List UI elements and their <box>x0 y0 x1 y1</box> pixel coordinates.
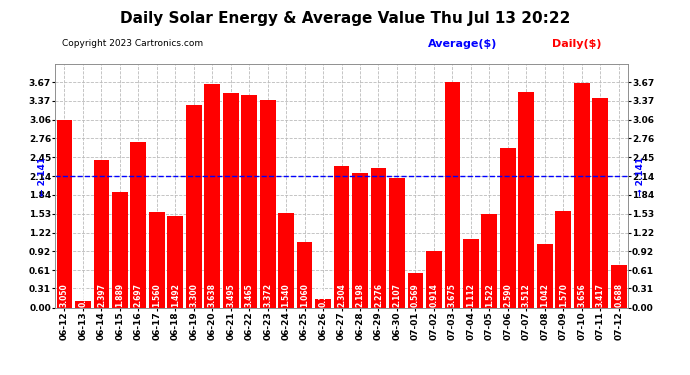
Text: 3.675: 3.675 <box>448 283 457 307</box>
Text: 1.522: 1.522 <box>485 283 494 307</box>
Text: 2.304: 2.304 <box>337 283 346 307</box>
Text: 1.112: 1.112 <box>466 283 475 307</box>
Text: 0.569: 0.569 <box>411 283 420 307</box>
Text: 1.492: 1.492 <box>171 283 180 307</box>
Bar <box>315 299 331 307</box>
Bar <box>75 301 91 307</box>
Text: 1.560: 1.560 <box>152 283 161 307</box>
Bar <box>352 172 368 308</box>
Bar <box>518 92 534 308</box>
Text: 2.107: 2.107 <box>393 283 402 307</box>
Text: 2.397: 2.397 <box>97 283 106 307</box>
Bar <box>334 166 349 308</box>
Text: 0.914: 0.914 <box>429 283 438 307</box>
Bar <box>408 273 423 308</box>
Bar <box>297 242 313 308</box>
Bar <box>168 216 183 308</box>
Text: 2.590: 2.590 <box>503 283 512 307</box>
Text: 1.042: 1.042 <box>540 283 549 307</box>
Text: 0.103: 0.103 <box>79 283 88 307</box>
Text: Average($): Average($) <box>428 39 497 50</box>
Text: ← 2.141: ← 2.141 <box>38 156 47 196</box>
Text: 1.570: 1.570 <box>559 283 568 307</box>
Text: 3.417: 3.417 <box>595 283 604 307</box>
Text: 2.697: 2.697 <box>134 283 143 307</box>
Bar <box>204 84 220 308</box>
Bar <box>463 239 479 308</box>
Text: 3.656: 3.656 <box>578 283 586 307</box>
Bar <box>223 93 239 308</box>
Bar <box>426 251 442 308</box>
Text: 3.512: 3.512 <box>522 283 531 307</box>
Bar <box>186 105 201 308</box>
Text: Daily Solar Energy & Average Value Thu Jul 13 20:22: Daily Solar Energy & Average Value Thu J… <box>120 11 570 26</box>
Text: 1.540: 1.540 <box>282 283 290 307</box>
Text: 2.198: 2.198 <box>355 283 364 307</box>
Bar <box>444 82 460 308</box>
Bar <box>574 83 589 308</box>
Text: 3.495: 3.495 <box>226 283 235 307</box>
Bar <box>537 243 553 308</box>
Bar <box>371 168 386 308</box>
Text: Daily($): Daily($) <box>552 39 602 50</box>
Bar <box>57 120 72 308</box>
Bar <box>500 148 515 308</box>
Text: 2.276: 2.276 <box>374 283 383 307</box>
Bar <box>94 160 109 308</box>
Text: 3.372: 3.372 <box>263 283 272 307</box>
Bar <box>260 100 275 308</box>
Bar <box>112 192 128 308</box>
Text: Copyright 2023 Cartronics.com: Copyright 2023 Cartronics.com <box>62 39 204 48</box>
Bar <box>278 213 294 308</box>
Bar <box>592 98 608 308</box>
Text: 0.688: 0.688 <box>614 283 623 307</box>
Text: 3.638: 3.638 <box>208 283 217 307</box>
Text: 0.143: 0.143 <box>319 283 328 307</box>
Bar <box>482 214 497 308</box>
Text: 3.300: 3.300 <box>189 283 198 307</box>
Bar <box>149 212 165 308</box>
Bar <box>389 178 405 308</box>
Text: 1.889: 1.889 <box>115 283 124 307</box>
Bar <box>130 142 146 308</box>
Bar <box>611 265 627 308</box>
Text: 3.465: 3.465 <box>245 283 254 307</box>
Text: → 2.141: → 2.141 <box>636 156 645 196</box>
Bar <box>241 95 257 308</box>
Text: 3.050: 3.050 <box>60 283 69 307</box>
Bar <box>555 211 571 308</box>
Text: 1.060: 1.060 <box>300 283 309 307</box>
